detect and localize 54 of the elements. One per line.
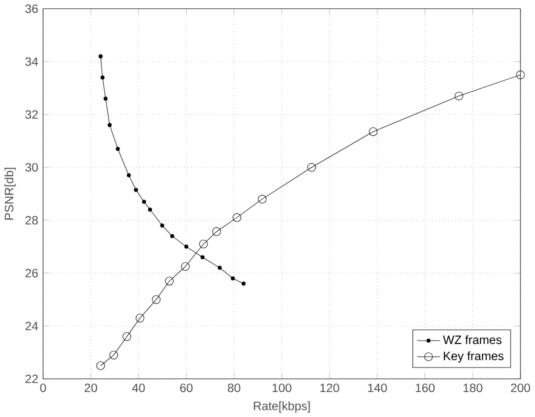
y-tick-label: 30 xyxy=(25,163,38,172)
point xyxy=(199,240,208,248)
y-tick-label: 24 xyxy=(26,322,38,330)
point xyxy=(100,75,105,80)
point xyxy=(181,262,190,271)
y-tick-label: 34 xyxy=(25,57,38,66)
point xyxy=(165,276,174,286)
y-tick-label: 26 xyxy=(26,268,38,278)
x-tick-label: 40 xyxy=(132,384,145,392)
x-tick-label: 0 xyxy=(40,384,46,392)
y-tick-label: 22 xyxy=(26,374,38,384)
point xyxy=(116,146,120,151)
x-tick-label: 20 xyxy=(84,384,98,392)
point xyxy=(212,227,221,236)
x-tick-label: 200 xyxy=(511,384,530,392)
point xyxy=(96,361,105,370)
x-tick-label: 160 xyxy=(416,384,435,392)
x-tick-label: 120 xyxy=(320,384,340,392)
point xyxy=(142,200,146,204)
point xyxy=(200,255,205,260)
y-tick-label: 36 xyxy=(25,4,38,14)
point xyxy=(152,295,161,304)
point xyxy=(230,276,235,280)
legend-label: WZ frames xyxy=(442,335,502,344)
point xyxy=(108,123,112,128)
y-tick-label: 32 xyxy=(25,110,38,119)
point xyxy=(160,223,164,228)
x-tick-label: 100 xyxy=(272,384,292,392)
point xyxy=(136,314,144,322)
point xyxy=(98,54,103,58)
point xyxy=(170,234,174,238)
x-tick-label: 60 xyxy=(180,384,193,392)
y-axis-title: PSNR[db] xyxy=(4,168,16,220)
point xyxy=(307,163,316,172)
x-tick-label: 80 xyxy=(228,384,240,392)
point xyxy=(184,244,188,249)
point xyxy=(218,266,222,270)
x-tick-label: 140 xyxy=(368,384,387,392)
point xyxy=(258,194,266,204)
point xyxy=(516,70,525,80)
point xyxy=(126,173,131,178)
x-tick-label: 180 xyxy=(464,384,482,392)
point xyxy=(134,188,138,192)
y-tick-label: 28 xyxy=(26,216,38,224)
point xyxy=(148,208,152,212)
point xyxy=(232,213,242,222)
legend-label: Key frames xyxy=(444,351,504,363)
point xyxy=(454,92,464,100)
point xyxy=(104,96,108,101)
point xyxy=(368,127,378,136)
point xyxy=(242,282,246,286)
x-axis-title: Rate[kbps] xyxy=(254,401,310,413)
point xyxy=(109,350,118,360)
point xyxy=(122,332,132,341)
